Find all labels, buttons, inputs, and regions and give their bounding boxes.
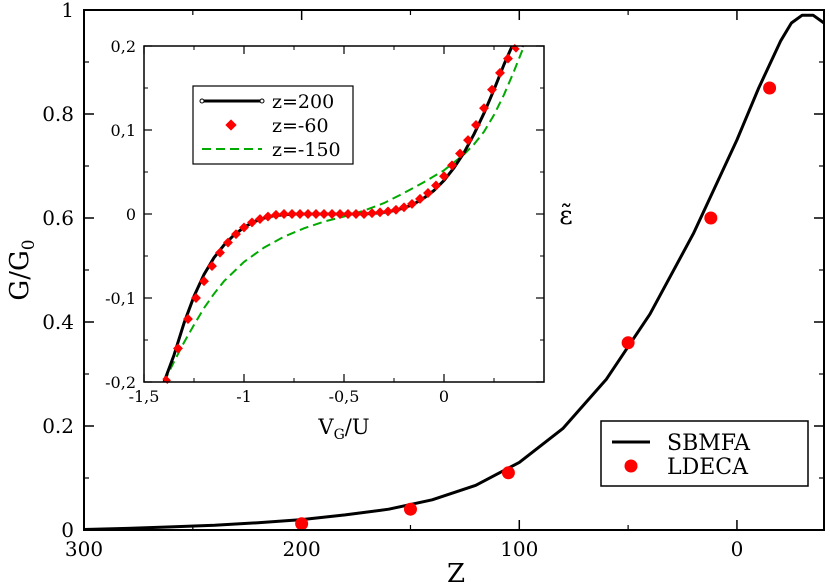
inset-series-z-60-point (207, 261, 217, 272)
main-legend-marker-ldeca (624, 459, 638, 473)
main-y-tick-label: 1 (61, 0, 74, 22)
main-y-tick-label: 0 (61, 518, 74, 542)
inset-legend-label-z-150: z=-150 (272, 139, 341, 161)
inset-series-z-60-point (399, 202, 409, 213)
inset-series-z-60-point (415, 193, 425, 204)
main-y-axis-ticks: 0 0.2 0.4 0.6 0.8 1 (42, 0, 824, 542)
inset-x-axis-label-suffix: /U (345, 415, 370, 439)
inset-x-tick-label: -1 (236, 387, 252, 406)
main-legend-label-ldeca: LDECA (667, 455, 749, 480)
inset-series-z-60-point (311, 209, 321, 219)
inset-series-z-60-point (255, 214, 265, 224)
inset-x-tick-label: -1,5 (129, 387, 160, 406)
inset-series-z-60-point (439, 171, 449, 182)
inset-series-z-60-point (351, 209, 361, 219)
inset-x-axis-label-main: V (317, 415, 334, 439)
inset-x-axis-label: VG/U (317, 415, 369, 443)
inset-y-tick-label: -0,1 (105, 289, 136, 308)
inset-x-tick-label: -0,5 (329, 387, 360, 406)
inset-series-z-60-point (391, 204, 401, 215)
inset-series-z-60-point (247, 217, 257, 228)
inset-series-z-60-point (295, 209, 305, 219)
inset-x-tick-label: 0 (439, 387, 449, 406)
inset-series-z-60-point (455, 148, 465, 159)
main-series-ldeca-point (621, 336, 635, 350)
inset-y-tick-label: -0,2 (105, 373, 136, 392)
inset-series-layer (161, 42, 525, 386)
main-legend: SBMFA LDECA (600, 420, 809, 487)
inset-series-z-60-point (223, 237, 233, 248)
inset-y-tick-label: 0,2 (111, 37, 136, 56)
main-y-axis-label-main: G/G (5, 250, 35, 300)
inset-legend: z=200 z=-60 z=-150 (192, 85, 354, 165)
inset-series-z-60-point (383, 206, 393, 217)
inset-y-axis-label: ε̃ (559, 201, 572, 231)
inset-series-z-60-point (407, 198, 417, 209)
inset-series-z-60-point (375, 207, 385, 218)
inset-series-z-60-point (359, 209, 369, 219)
inset-x-axis-label-subscript: G (334, 427, 345, 443)
inset-series-z-60-point (239, 222, 249, 233)
inset-legend-marker-z200-right (259, 98, 265, 104)
inset-series-z-60-point (447, 160, 457, 171)
inset-y-tick-label: 0,1 (111, 121, 136, 140)
main-series-ldeca-point (295, 517, 309, 531)
main-series-ldeca-point (704, 211, 718, 225)
inset-y-tick-label: 0 (126, 205, 136, 224)
main-y-tick-label: 0.4 (42, 310, 74, 334)
inset-series-z-60-point (199, 276, 209, 287)
main-y-axis-label: G/G0 (5, 239, 39, 300)
main-x-tick-label: 0 (731, 537, 744, 561)
inset-legend-box (192, 85, 354, 165)
main-series-layer (83, 13, 825, 531)
inset-series-z-60-point (279, 209, 289, 219)
main-x-tick-label: 200 (283, 537, 321, 561)
inset-series-z-60-point (367, 208, 377, 219)
inset-series-z-60-point (263, 211, 273, 222)
inset-series-z-60-point (463, 135, 473, 146)
inset-series-z-60-point (271, 209, 281, 220)
inset-legend-label-z-60: z=-60 (272, 115, 329, 137)
main-legend-label-sbmfa: SBMFA (667, 431, 751, 456)
inset-series-z-60-point (191, 293, 201, 303)
main-legend-box (600, 420, 809, 487)
inset-series-z-60-point (183, 314, 193, 324)
inset-x-axis-ticks: -1,5 -1 -0,5 0 (129, 46, 495, 406)
main-x-tick-label: 100 (500, 537, 538, 561)
main-series-ldeca-point (501, 466, 515, 480)
inset-series-z-60-point (287, 209, 297, 219)
main-y-tick-label: 0.8 (42, 102, 74, 126)
inset-series-z-60-point (423, 188, 433, 198)
main-series-ldeca-point (763, 81, 777, 95)
inset-legend-label-z200: z=200 (272, 91, 334, 113)
inset-series-z-60-point (319, 209, 329, 219)
inset-series-z-60-point (173, 343, 183, 354)
main-plot: 300 200 100 0 00.20.40.60.81 Z G/G0 SBMFA L… (5, 0, 825, 584)
inset-series-z-60-point (215, 247, 225, 258)
main-x-tick-label: 300 (65, 537, 103, 561)
main-y-tick-label: 0.6 (42, 206, 74, 230)
inset-plot: -1,5 -1 -0,5 0 -0,2 -0,1 0 0,1 0,2 VG/U ε̃ z=20… (105, 37, 573, 443)
inset-series-z-60-point (231, 229, 241, 240)
inset-plot-frame (143, 45, 545, 383)
inset-series-z-60-point (327, 209, 337, 219)
main-series-sbmfa-line (83, 13, 825, 531)
inset-legend-marker-z200-left (199, 98, 205, 104)
main-x-axis-label: Z (447, 559, 465, 584)
main-series-ldeca-point (403, 502, 417, 516)
inset-series-z-60-point (343, 209, 353, 219)
inset-series-z-60-point (335, 209, 345, 219)
main-plot-frame (83, 9, 825, 531)
main-y-axis-label-subscript: 0 (19, 239, 39, 250)
inset-series-z-60-point (303, 209, 313, 219)
main-y-tick-label: 0.2 (42, 414, 74, 438)
inset-series-z-150-line (163, 46, 525, 382)
inset-series-z-60-point (431, 180, 441, 191)
